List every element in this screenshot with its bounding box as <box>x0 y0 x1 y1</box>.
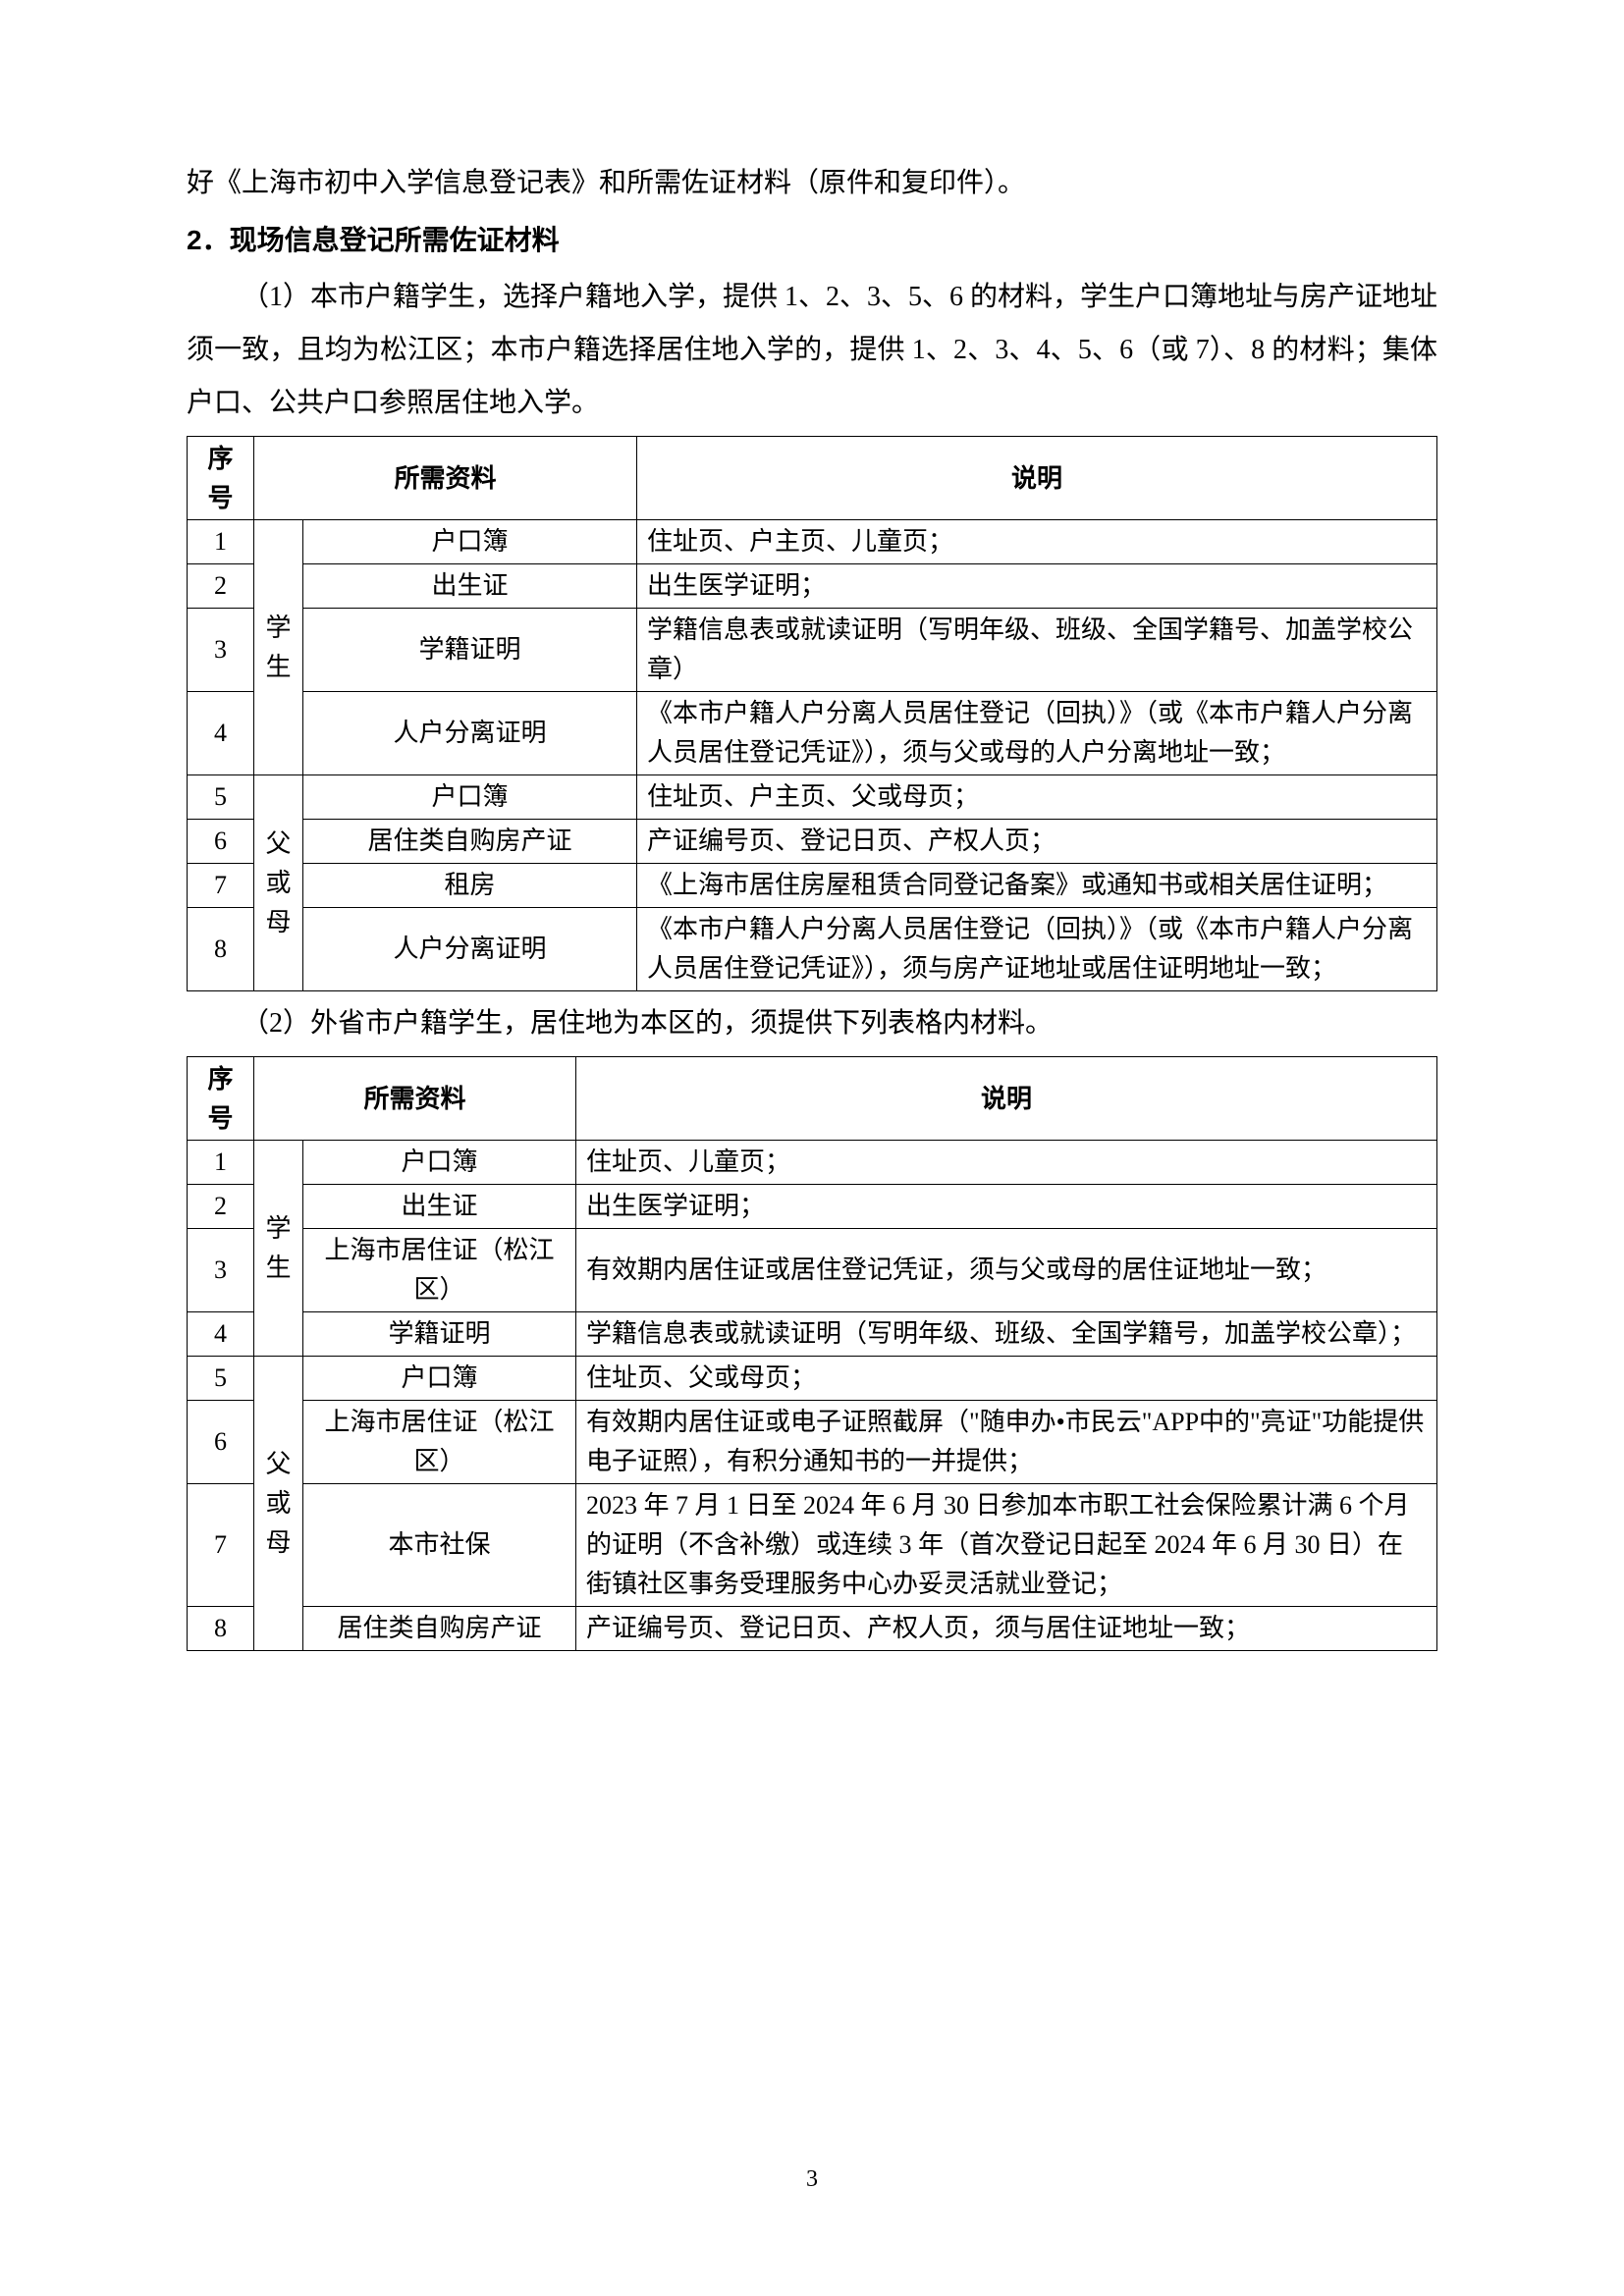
table-row: 3 上海市居住证（松江区） 有效期内居住证或居住登记凭证，须与父或母的居住证地址… <box>188 1229 1437 1312</box>
table-row: 4 人户分离证明 《本市户籍人户分离人员居住登记（回执）》（或《本市户籍人户分离… <box>188 692 1437 775</box>
cell-no: 8 <box>188 1607 254 1651</box>
th-no: 序号 <box>188 437 254 520</box>
cell-material: 人户分离证明 <box>303 908 637 991</box>
cell-no: 4 <box>188 692 254 775</box>
cell-group-student: 学生 <box>254 520 303 775</box>
table-row: 8 人户分离证明 《本市户籍人户分离人员居住登记（回执）》（或《本市户籍人户分离… <box>188 908 1437 991</box>
cell-no: 3 <box>188 1229 254 1312</box>
para-1: （1）本市户籍学生，选择户籍地入学，提供 1、2、3、5、6 的材料，学生户口簿… <box>187 271 1437 430</box>
table-row: 7 本市社保 2023 年 7 月 1 日至 2024 年 6 月 30 日参加… <box>188 1484 1437 1607</box>
cell-material: 上海市居住证（松江区） <box>303 1229 576 1312</box>
cell-no: 1 <box>188 520 254 564</box>
para-2: （2）外省市户籍学生，居住地为本区的，须提供下列表格内材料。 <box>187 997 1437 1050</box>
cell-material: 户口簿 <box>303 520 637 564</box>
table-row: 7 租房 《上海市居住房屋租赁合同登记备案》或通知书或相关居住证明； <box>188 864 1437 908</box>
cell-no: 5 <box>188 1357 254 1401</box>
table-row: 5 父或母 户口簿 住址页、户主页、父或母页； <box>188 775 1437 820</box>
cell-material: 本市社保 <box>303 1484 576 1607</box>
cell-no: 3 <box>188 609 254 692</box>
th-material: 所需资料 <box>254 437 637 520</box>
cell-material: 人户分离证明 <box>303 692 637 775</box>
page-number: 3 <box>0 2166 1624 2193</box>
table-row: 6 居住类自购房产证 产证编号页、登记日页、产权人页； <box>188 820 1437 864</box>
cell-material: 户口簿 <box>303 1357 576 1401</box>
cell-material: 居住类自购房产证 <box>303 820 637 864</box>
cell-no: 2 <box>188 1185 254 1229</box>
cell-no: 6 <box>188 1401 254 1484</box>
cell-desc: 2023 年 7 月 1 日至 2024 年 6 月 30 日参加本市职工社会保… <box>576 1484 1437 1607</box>
table-row: 3 学籍证明 学籍信息表或就读证明（写明年级、班级、全国学籍号、加盖学校公章） <box>188 609 1437 692</box>
cell-group-student: 学生 <box>254 1141 303 1357</box>
cell-group-parent: 父或母 <box>254 1357 303 1651</box>
cell-desc: 住址页、父或母页； <box>576 1357 1437 1401</box>
cell-no: 8 <box>188 908 254 991</box>
table-row: 4 学籍证明 学籍信息表或就读证明（写明年级、班级、全国学籍号，加盖学校公章）； <box>188 1312 1437 1357</box>
cell-no: 5 <box>188 775 254 820</box>
page-container: 好《上海市初中入学信息登记表》和所需佐证材料（原件和复印件）。 2．现场信息登记… <box>0 0 1624 2296</box>
cell-material: 上海市居住证（松江区） <box>303 1401 576 1484</box>
table-row: 8 居住类自购房产证 产证编号页、登记日页、产权人页，须与居住证地址一致； <box>188 1607 1437 1651</box>
cell-desc: 住址页、户主页、儿童页； <box>637 520 1437 564</box>
cell-no: 7 <box>188 1484 254 1607</box>
cell-desc: 《本市户籍人户分离人员居住登记（回执）》（或《本市户籍人户分离人员居住登记凭证》… <box>637 908 1437 991</box>
table-row: 6 上海市居住证（松江区） 有效期内居住证或电子证照截屏（"随申办•市民云"AP… <box>188 1401 1437 1484</box>
top-line: 好《上海市初中入学信息登记表》和所需佐证材料（原件和复印件）。 <box>187 157 1437 210</box>
th-no: 序号 <box>188 1057 254 1141</box>
table-header-row: 序号 所需资料 说明 <box>188 1057 1437 1141</box>
cell-material: 户口簿 <box>303 1141 576 1185</box>
cell-material: 出生证 <box>303 1185 576 1229</box>
cell-desc: 出生医学证明； <box>576 1185 1437 1229</box>
cell-material: 学籍证明 <box>303 1312 576 1357</box>
table-row: 2 出生证 出生医学证明； <box>188 1185 1437 1229</box>
cell-desc: 《上海市居住房屋租赁合同登记备案》或通知书或相关居住证明； <box>637 864 1437 908</box>
table-row: 5 父或母 户口簿 住址页、父或母页； <box>188 1357 1437 1401</box>
th-desc: 说明 <box>637 437 1437 520</box>
table-row: 1 学生 户口簿 住址页、儿童页； <box>188 1141 1437 1185</box>
cell-desc: 有效期内居住证或电子证照截屏（"随申办•市民云"APP中的"亮证"功能提供电子证… <box>576 1401 1437 1484</box>
table-row: 2 出生证 出生医学证明； <box>188 564 1437 609</box>
cell-material: 租房 <box>303 864 637 908</box>
section-heading-2: 2．现场信息登记所需佐证材料 <box>187 214 1437 267</box>
th-material: 所需资料 <box>254 1057 576 1141</box>
table-1: 序号 所需资料 说明 1 学生 户口簿 住址页、户主页、儿童页； 2 出生证 出… <box>187 436 1437 991</box>
table-header-row: 序号 所需资料 说明 <box>188 437 1437 520</box>
cell-desc: 产证编号页、登记日页、产权人页，须与居住证地址一致； <box>576 1607 1437 1651</box>
table-row: 1 学生 户口簿 住址页、户主页、儿童页； <box>188 520 1437 564</box>
cell-desc: 《本市户籍人户分离人员居住登记（回执）》（或《本市户籍人户分离人员居住登记凭证》… <box>637 692 1437 775</box>
table-2: 序号 所需资料 说明 1 学生 户口簿 住址页、儿童页； 2 出生证 出生医学证… <box>187 1056 1437 1651</box>
cell-no: 7 <box>188 864 254 908</box>
cell-no: 1 <box>188 1141 254 1185</box>
cell-no: 4 <box>188 1312 254 1357</box>
cell-desc: 学籍信息表或就读证明（写明年级、班级、全国学籍号、加盖学校公章） <box>637 609 1437 692</box>
cell-desc: 有效期内居住证或居住登记凭证，须与父或母的居住证地址一致； <box>576 1229 1437 1312</box>
cell-desc: 住址页、儿童页； <box>576 1141 1437 1185</box>
cell-no: 6 <box>188 820 254 864</box>
cell-no: 2 <box>188 564 254 609</box>
cell-desc: 产证编号页、登记日页、产权人页； <box>637 820 1437 864</box>
cell-desc: 住址页、户主页、父或母页； <box>637 775 1437 820</box>
cell-material: 出生证 <box>303 564 637 609</box>
cell-desc: 学籍信息表或就读证明（写明年级、班级、全国学籍号，加盖学校公章）； <box>576 1312 1437 1357</box>
cell-material: 学籍证明 <box>303 609 637 692</box>
th-desc: 说明 <box>576 1057 1437 1141</box>
cell-desc: 出生医学证明； <box>637 564 1437 609</box>
cell-material: 居住类自购房产证 <box>303 1607 576 1651</box>
cell-material: 户口簿 <box>303 775 637 820</box>
cell-group-parent: 父或母 <box>254 775 303 991</box>
